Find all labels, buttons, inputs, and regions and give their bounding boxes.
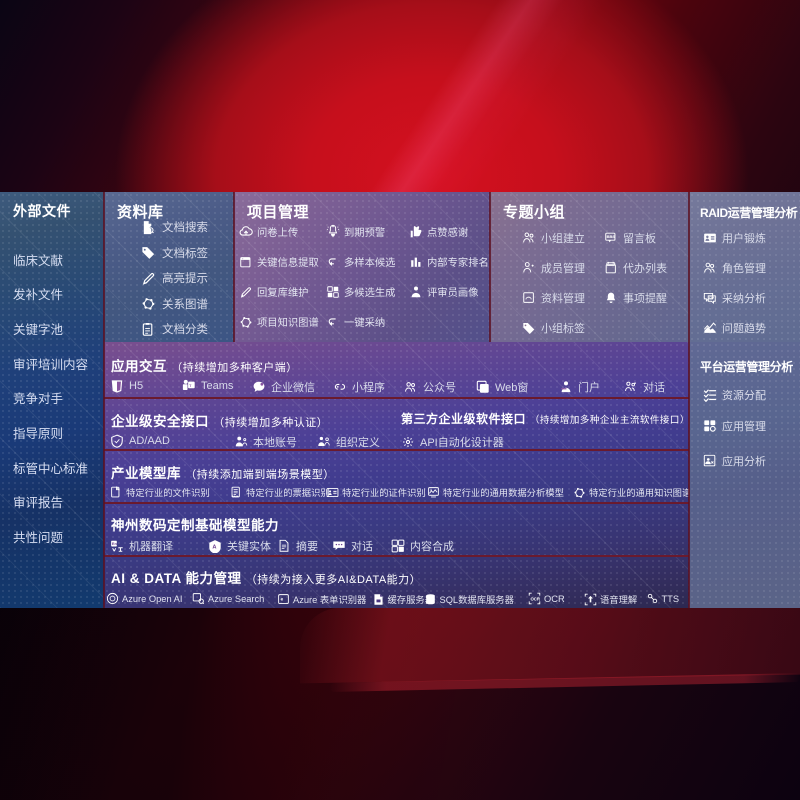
svg-text:e: e xyxy=(280,597,283,602)
svg-text:BBS: BBS xyxy=(607,234,616,239)
svg-text:QA: QA xyxy=(709,296,714,300)
svg-text:OCR: OCR xyxy=(530,597,540,602)
svg-text:En: En xyxy=(112,542,118,546)
svg-text:A: A xyxy=(212,545,216,551)
